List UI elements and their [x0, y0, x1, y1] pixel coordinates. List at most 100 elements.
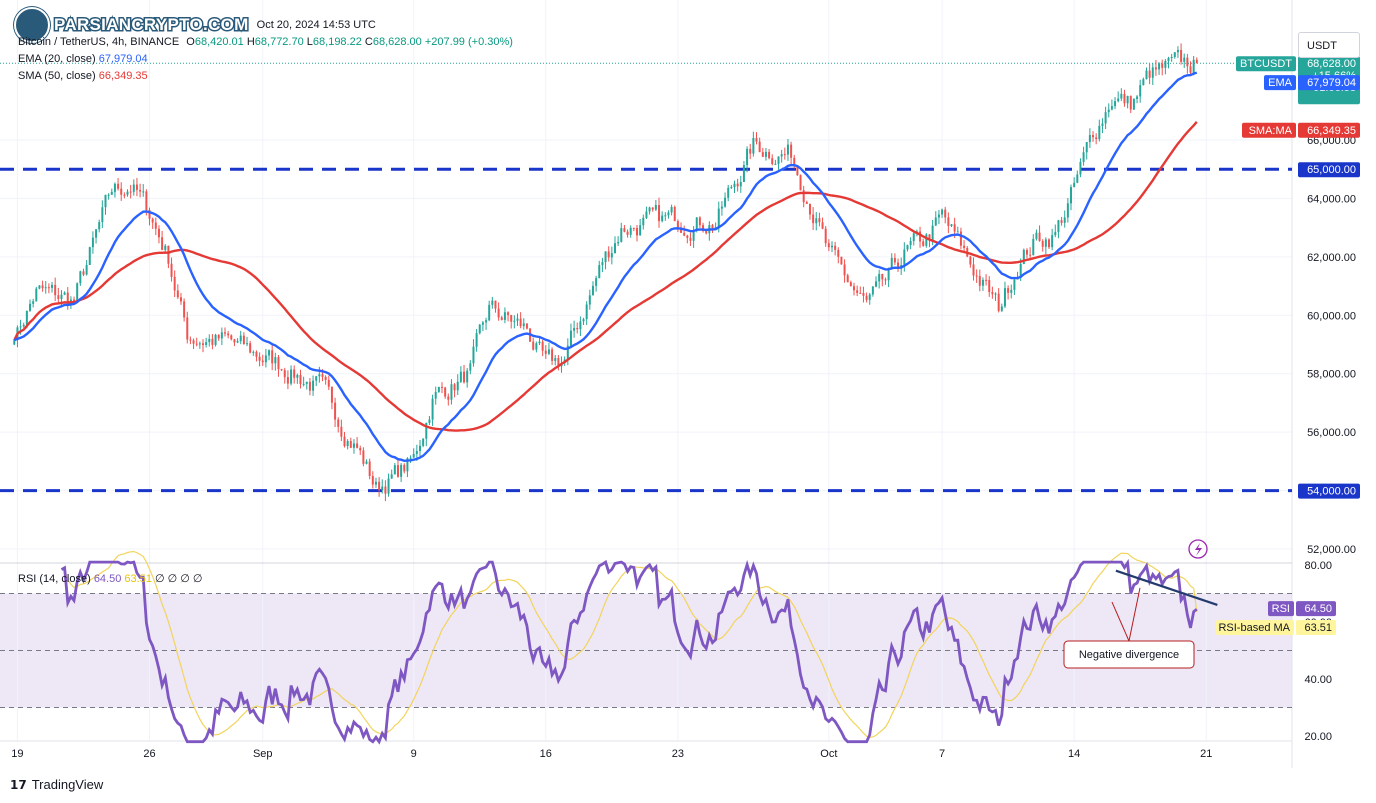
candle-body	[176, 290, 179, 298]
time-tick-label: 21	[1200, 748, 1212, 760]
candle-body	[783, 154, 786, 156]
candle-body	[538, 341, 541, 344]
candle-body	[985, 279, 988, 281]
rsi-ma-value-tag[interactable]: 63.51	[1296, 619, 1336, 635]
candle-body	[963, 245, 966, 248]
candle-body	[1129, 95, 1132, 110]
candle-body	[356, 443, 359, 448]
candle-body	[142, 191, 145, 193]
candle-body	[233, 339, 236, 343]
level-tag-65000-text: 65,000.00	[1307, 164, 1356, 176]
candle-body	[1063, 217, 1066, 223]
candle-body	[280, 369, 283, 371]
candle-body	[654, 205, 657, 210]
candle-body	[308, 381, 311, 391]
candle-body	[862, 293, 865, 296]
candle-body	[1088, 135, 1091, 143]
candle-body	[271, 350, 274, 364]
alert-icon[interactable]	[1188, 539, 1208, 559]
candle-body	[1189, 66, 1192, 73]
candle-body	[1139, 85, 1142, 97]
candle-body	[1183, 57, 1186, 62]
candle-body	[330, 386, 333, 403]
candle-body	[412, 454, 415, 458]
candle-body	[922, 241, 925, 246]
symbol-tag-text: BTCUSDT	[1240, 58, 1292, 70]
divergence-trendline[interactable]	[1115, 569, 1218, 606]
candle-body	[588, 295, 591, 305]
ema-legend[interactable]: EMA (20, close) 67,979.04	[18, 53, 148, 65]
candle-body	[525, 323, 528, 329]
symbol-legend[interactable]: Bitcoin / TetherUS, 4h, BINANCE O68,420.…	[18, 36, 513, 48]
price-tick-label: 52,000.00	[1307, 544, 1356, 556]
symbol-title: Bitcoin / TetherUS, 4h, BINANCE	[18, 36, 180, 48]
ema-name-tag[interactable]: EMA	[1264, 75, 1296, 91]
candle-body	[601, 262, 604, 266]
candle-body	[157, 228, 160, 238]
level-tag-54000[interactable]: 54,000.00	[1298, 483, 1360, 499]
candle-body	[422, 438, 425, 446]
ema-value-tag[interactable]: 67,979.04	[1298, 75, 1360, 91]
rsi-legend-value: 64.50	[93, 573, 122, 585]
candle-body	[447, 396, 450, 400]
candle-body	[387, 478, 390, 494]
sma-value-tag[interactable]: 66,349.35	[1298, 122, 1360, 138]
candle-body	[497, 308, 500, 318]
candle-body	[683, 232, 686, 236]
candle-body	[475, 333, 478, 347]
candle-body	[51, 284, 54, 288]
candle-body	[145, 191, 148, 211]
candle-body	[349, 441, 352, 448]
candle-body	[632, 227, 635, 229]
candle-body	[777, 156, 780, 164]
rsi-value-tag[interactable]: 64.50	[1296, 601, 1336, 617]
level-tag-65000[interactable]: 65,000.00	[1298, 162, 1360, 178]
candle-body	[13, 340, 16, 345]
candle-body	[934, 217, 937, 226]
currency-selector[interactable]: USDT	[1298, 32, 1360, 58]
candle-body	[35, 288, 38, 302]
candle-body	[1173, 52, 1176, 57]
symbol-tag[interactable]: BTCUSDT	[1236, 56, 1296, 72]
candle-body	[959, 231, 962, 246]
candle-body	[362, 450, 365, 464]
rsi-ma-name-tag[interactable]: RSI-based MA	[1216, 619, 1294, 635]
candle-body	[755, 137, 758, 142]
grid	[0, 0, 1292, 741]
candle-body	[746, 148, 749, 166]
candle-body	[22, 324, 25, 327]
level-tag-54000-bg	[1298, 483, 1360, 499]
candle-body	[98, 222, 101, 230]
sma-legend[interactable]: SMA (50, close) 66,349.35	[18, 70, 148, 82]
candle-body	[1019, 263, 1022, 278]
rsi-name-tag[interactable]: RSI	[1268, 601, 1294, 617]
sma-name-tag-text: SMA:MA	[1249, 125, 1293, 137]
candle-body	[54, 284, 57, 296]
candle-body	[1041, 241, 1044, 247]
candle-body	[516, 318, 519, 321]
candle-body	[167, 245, 170, 264]
candle-body	[1000, 306, 1003, 311]
candle-body	[510, 315, 513, 322]
candle-body	[66, 292, 69, 305]
sma-name-tag[interactable]: SMA:MA	[1242, 122, 1296, 138]
candle-body	[117, 183, 120, 189]
candle-body	[771, 158, 774, 165]
candle-body	[252, 351, 255, 353]
candle-body	[1073, 182, 1076, 188]
candle-body	[761, 152, 764, 157]
candle-body	[378, 481, 381, 491]
candle-body	[113, 183, 116, 192]
candle-body	[217, 334, 220, 339]
candle-body	[148, 210, 151, 219]
candle-body	[258, 356, 261, 361]
candle-body	[161, 237, 164, 250]
time-tick-label: 16	[540, 748, 552, 760]
candle-body	[1117, 98, 1120, 102]
candle-body	[453, 384, 456, 391]
rsi-legend[interactable]: RSI (14, close) 64.50 63.51 ∅ ∅ ∅ ∅	[18, 572, 203, 585]
candle-body	[277, 357, 280, 370]
candle-body	[268, 350, 271, 356]
